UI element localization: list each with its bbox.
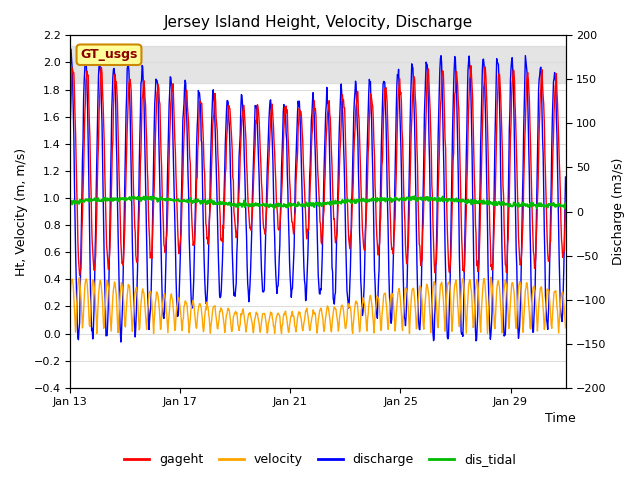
X-axis label: Time: Time (545, 412, 575, 425)
Text: GT_usgs: GT_usgs (80, 48, 138, 61)
Y-axis label: Discharge (m3/s): Discharge (m3/s) (612, 158, 625, 265)
Bar (70, 46, 566, 83)
Legend: gageht, velocity, discharge, dis_tidal: gageht, velocity, discharge, dis_tidal (119, 448, 521, 471)
Y-axis label: Ht, Velocity (m, m/s): Ht, Velocity (m, m/s) (15, 147, 28, 276)
Title: Jersey Island Height, Velocity, Discharge: Jersey Island Height, Velocity, Discharg… (163, 15, 472, 30)
